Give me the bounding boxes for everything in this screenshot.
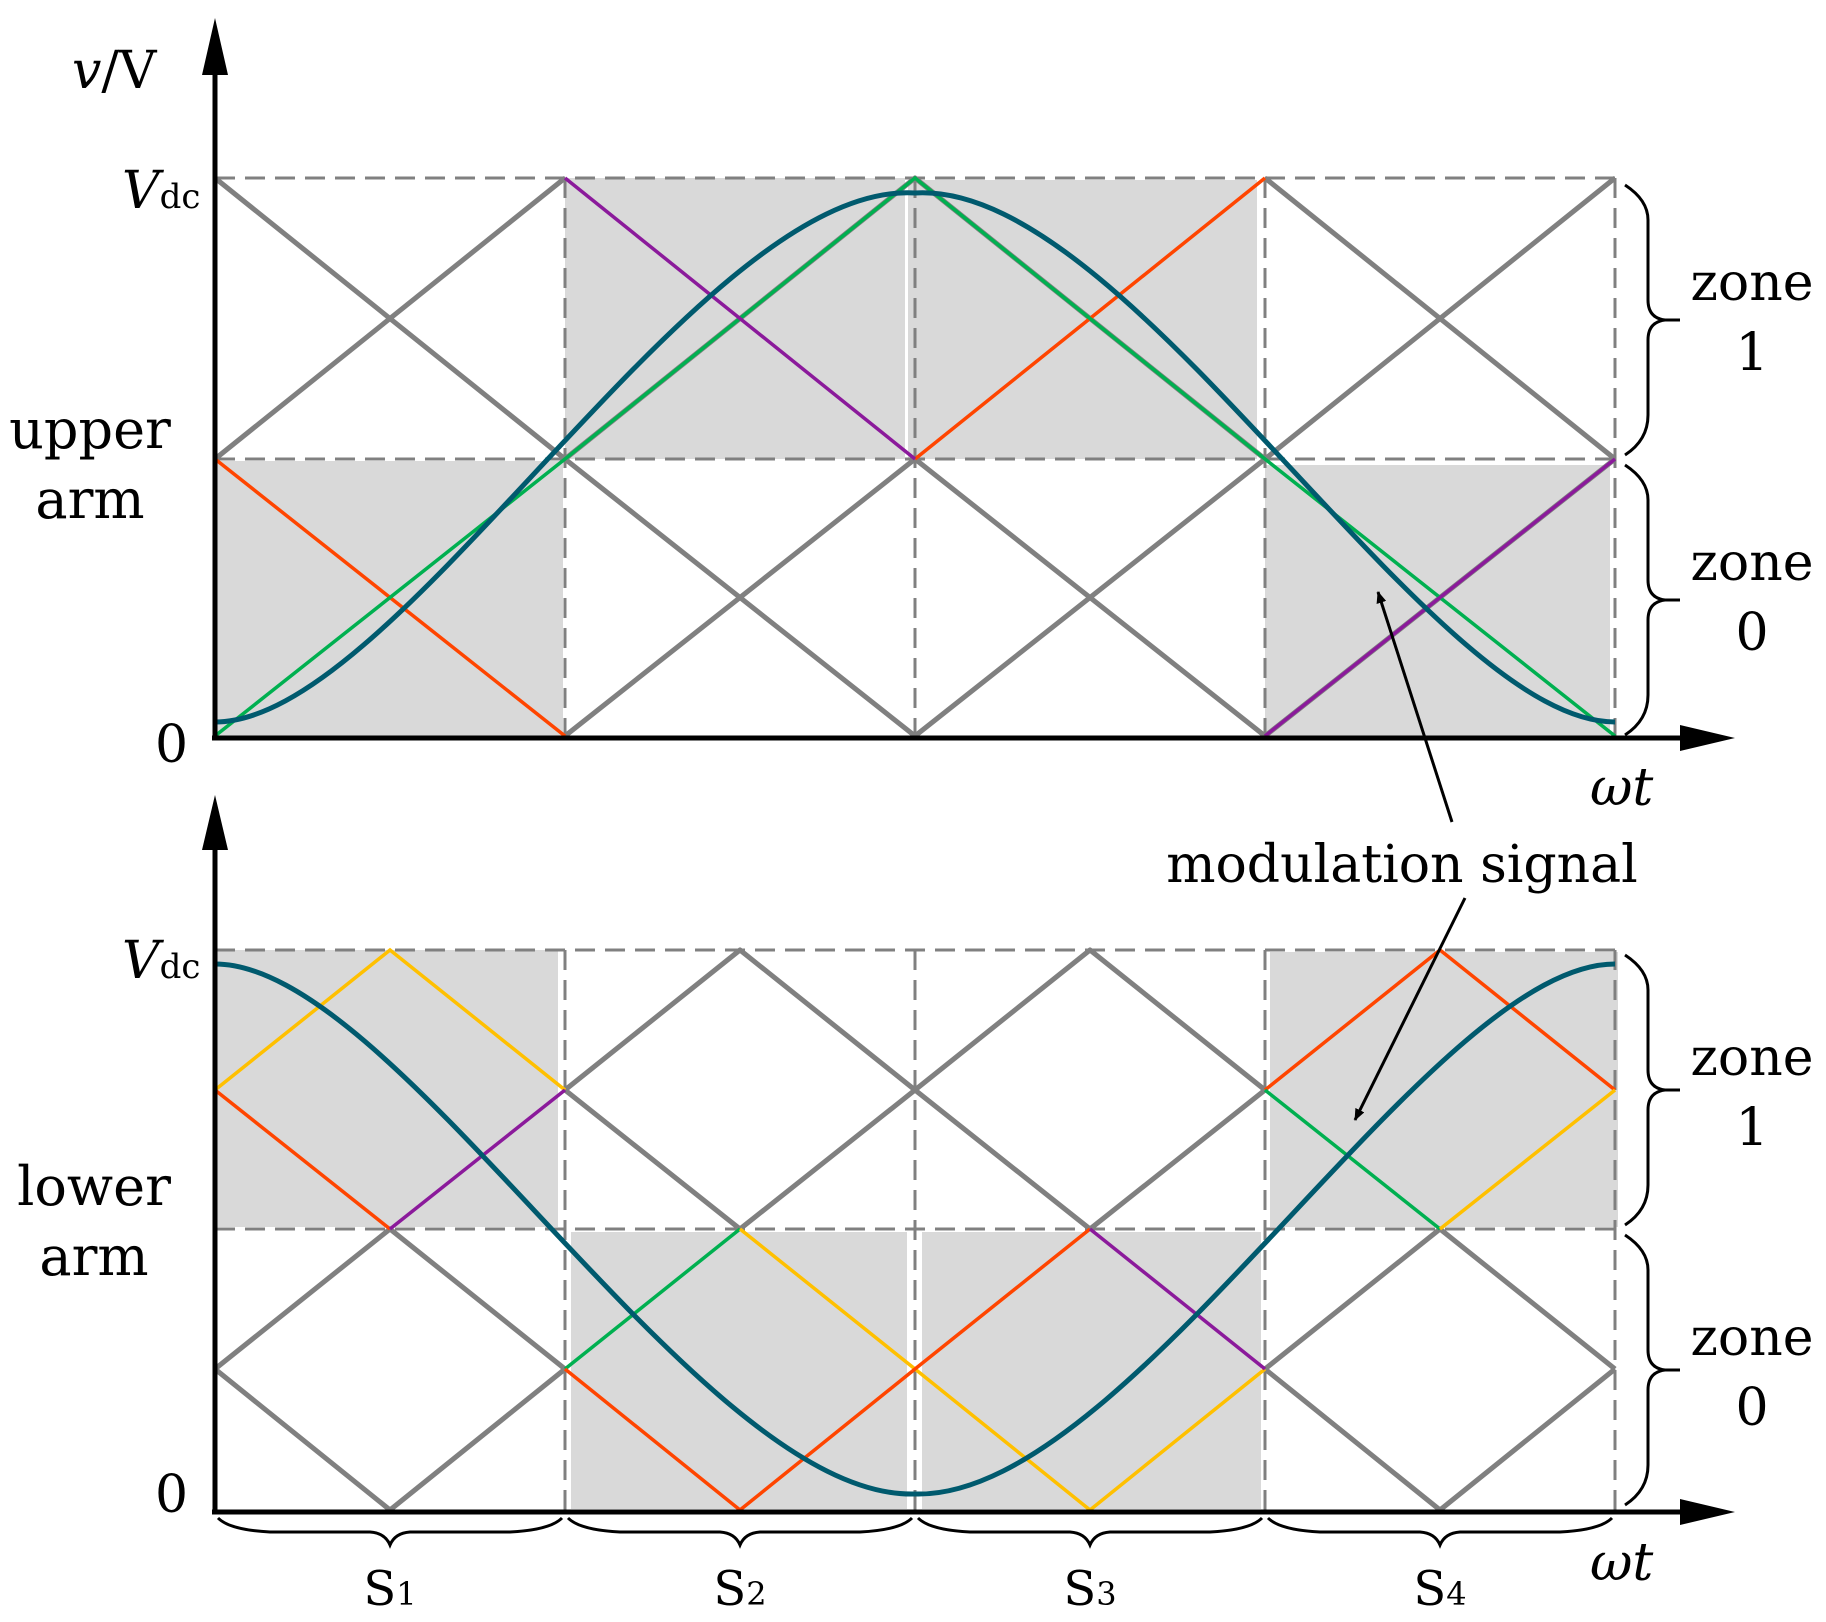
lower-x-arrow [1680,1499,1735,1525]
y-axis-label: v/V [72,41,158,101]
upper-purple-carrier [563,176,917,461]
lower-yellow-b [738,1227,1267,1513]
upper-purple-carrier-2 [1263,457,1617,738]
lower-red-a [213,1088,392,1231]
upper-x-axis-label: ωt [1590,758,1653,818]
lower-green-c [1263,1088,1442,1231]
upper-modulation-signal [214,190,1616,725]
lower-panel [202,795,1735,1525]
upper-zone-0-num: 0 [1735,603,1768,663]
upper-zone-0-word: zone [1691,533,1814,593]
lower-green-b [563,1227,742,1371]
lower-arm-label-1: lower [17,1155,171,1218]
modulation-signal-annotation: modulation signal [1166,835,1638,895]
lower-red-b [563,1227,1092,1513]
upper-vdc-label: Vdc [122,161,200,221]
upper-zone-1-word: zone [1691,253,1814,313]
upper-zone-1-num: 1 [1735,323,1768,383]
lower-dashed-grid [215,948,1620,1510]
lower-arm-label-2: arm [39,1225,148,1288]
segment-s3: S3 [1063,1561,1116,1617]
lower-yellow-a [213,947,567,1092]
labels: v/V Vdc Vdc 0 0 upper arm lower arm ωt ω… [9,41,1813,1617]
upper-colored-carriers [213,175,1617,738]
lower-axes [212,835,1690,1515]
lower-purple-a [388,1088,567,1231]
lower-yellow-c [1438,1088,1617,1231]
upper-axes [212,55,1690,741]
lower-x-axis-label: ωt [1590,1533,1653,1593]
lower-purple-b [1088,1227,1267,1371]
lower-y-arrow [202,795,228,850]
upper-y-arrow [202,18,228,75]
lower-zone-0-word: zone [1691,1308,1814,1368]
upper-green-carrier [213,175,1617,738]
upper-zero-label: 0 [155,715,188,775]
lower-zone-1-word: zone [1691,1028,1814,1088]
upper-x-arrow [1680,725,1735,751]
segment-braces [216,1516,1614,1549]
lower-vdc-label: Vdc [122,931,200,991]
zone-braces [1624,183,1680,1507]
segment-s2: S2 [713,1561,766,1617]
upper-arm-label-1: upper [9,398,171,461]
lower-modulation-signal [214,961,1616,1497]
lower-zero-label: 0 [155,1465,188,1525]
lower-zone-1-num: 1 [1735,1098,1768,1158]
upper-arm-label-2: arm [35,468,144,531]
segment-s1: S1 [363,1561,416,1617]
lower-shading [215,950,1618,1509]
annotation-arrows [1353,591,1467,1121]
lower-zone-0-num: 0 [1735,1378,1768,1438]
upper-panel [202,18,1735,751]
segment-s4: S4 [1413,1561,1466,1617]
